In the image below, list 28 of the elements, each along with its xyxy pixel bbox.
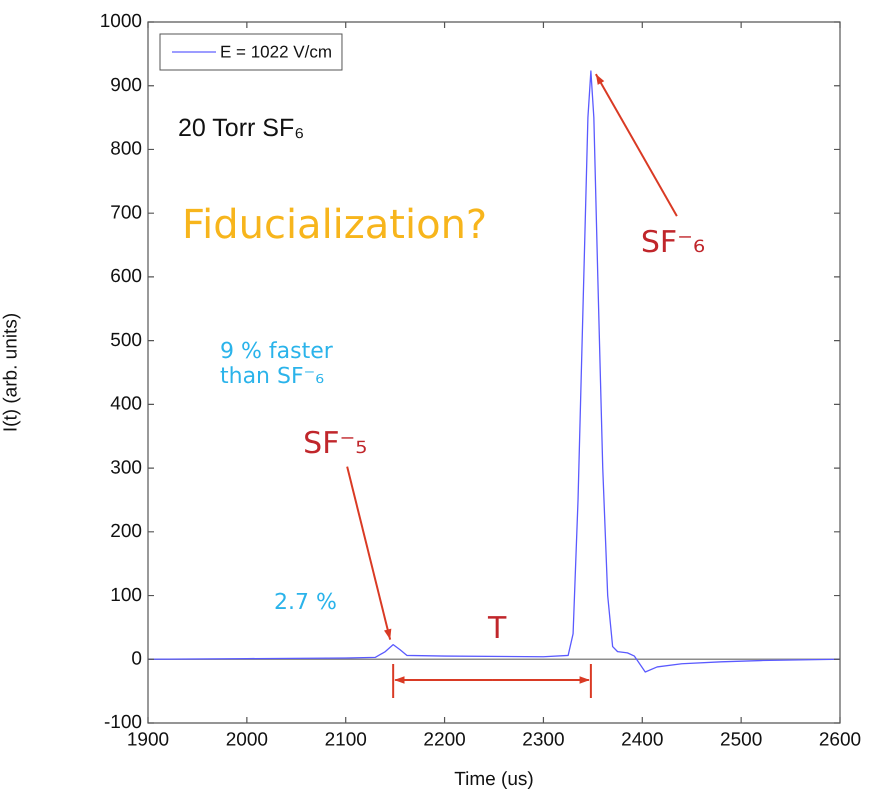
x-tick-label: 2100 xyxy=(324,730,367,751)
annotation: 9 % faster than SF⁻₆ xyxy=(220,339,334,390)
x-tick-label: 2000 xyxy=(226,730,268,751)
x-tick-label: 2500 xyxy=(720,730,762,751)
annotation: SF⁻₆ xyxy=(640,225,706,261)
annotation: 20 Torr SF₆ xyxy=(178,114,304,143)
annotation: Fiducialization? xyxy=(182,202,488,248)
y-tick-label: 400 xyxy=(110,394,142,415)
y-axis-title: I(t) (arb. units) xyxy=(0,312,22,432)
x-tick-label: 2300 xyxy=(522,730,565,751)
x-tick-label: 2400 xyxy=(621,730,664,751)
y-tick-label: 900 xyxy=(110,74,142,96)
y-tick-label: 0 xyxy=(131,648,142,670)
x-axis-title: Time (us) xyxy=(454,768,534,790)
y-tick-label: 600 xyxy=(110,266,142,288)
x-tick-label: 2600 xyxy=(818,730,862,751)
y-tick-label: 100 xyxy=(110,584,142,606)
x-tick-label: 2200 xyxy=(423,730,466,751)
y-tick-label: 200 xyxy=(110,521,142,542)
y-tick-label: 1000 xyxy=(100,11,142,32)
legend-label: E = 1022 V/cm xyxy=(220,42,332,62)
y-tick-label: 800 xyxy=(110,138,142,160)
annotation: T xyxy=(488,611,506,646)
y-tick-label: 500 xyxy=(110,330,142,351)
annotation: 2.7 % xyxy=(274,590,337,616)
y-tick-label: 700 xyxy=(110,202,142,224)
annotation: SF⁻₅ xyxy=(303,426,368,462)
y-tick-label: 300 xyxy=(110,457,142,478)
